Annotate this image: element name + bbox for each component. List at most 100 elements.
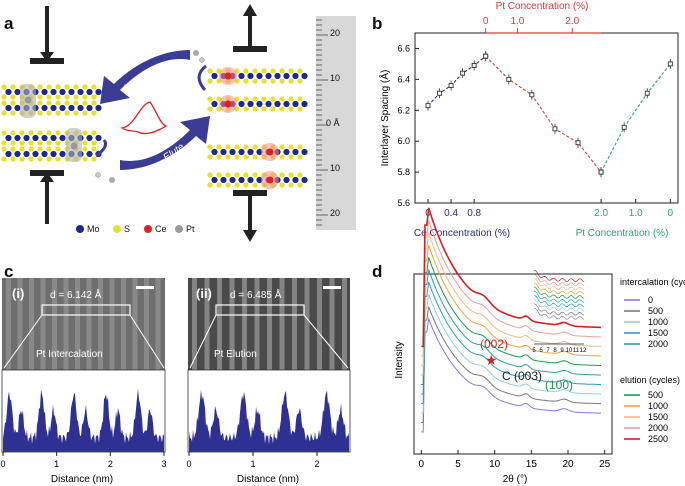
sulfur-atom [46,156,52,162]
xrd-curve [421,220,601,357]
molybdenum-atom [265,72,272,80]
sulfur-atom [19,146,25,152]
x-tick-label: 0 [186,459,191,469]
sulfur-atom [252,182,258,188]
pt-atom-free [199,57,205,63]
sulfur-atom [82,110,88,116]
sulfur-atom [279,78,285,84]
stem-image-left [2,278,165,370]
lattice-fringe [292,278,297,370]
curved-arrow-bottom [95,139,108,158]
molybdenum-atom [301,100,308,108]
sulfur-atom [243,68,249,74]
legend-label: 2000 [648,423,668,433]
sulfur-atom [207,68,213,74]
molybdenum-atom [50,150,57,158]
lattice-fringe [217,278,222,370]
inset-tick-label: 9 [560,348,564,354]
sulfur-atom [19,156,25,162]
bottom-right-axis-title: Pt Concentration (%) [576,228,669,239]
molybdenum-atom [283,100,290,108]
sulfur-atom [288,182,294,188]
scale-tick-label: 10 [330,163,341,173]
lattice-fringe [342,278,347,370]
series-line [485,55,602,173]
y-axis-title: Intensity [394,341,405,378]
molybdenum-atom [5,88,12,96]
sulfur-atom [297,144,303,150]
molybdenum-atom [14,150,21,158]
sulfur-atom [216,172,222,178]
sulfur-atom [82,156,88,162]
sulfur-atom [243,182,249,188]
sulfur-atom [55,100,61,106]
pt-atom-free [109,177,115,183]
sulfur-atom [279,182,285,188]
legend-label: 500 [648,306,663,316]
sulfur-atom [279,96,285,102]
sulfur-atom [55,110,61,116]
caption-right: Pt Elution [214,349,257,360]
sulfur-atom [207,78,213,84]
xrd-curve [421,317,601,433]
legend-label: 2500 [648,434,668,444]
sulfur-atom [207,182,213,188]
inset-curve [533,286,585,299]
sulfur-atom [91,84,97,90]
intensity-profile-right [189,389,349,452]
sulfur-atom [234,172,240,178]
bottom-tick-label: 2.0 [594,208,608,219]
ce-atom [266,148,274,156]
molybdenum-atom [86,134,93,142]
y-tick-label: 6.0 [397,136,410,146]
panel-a-figure: Insert Elute [1,4,356,242]
sulfur-atom [234,144,240,150]
sulfur-atom [297,182,303,188]
x-tick-label: 1 [250,459,255,469]
sulfur-atom [10,100,16,106]
panel-c-letter: c [4,262,14,281]
sulfur-atom [37,84,43,90]
sulfur-atom [37,94,43,100]
scale-ticks [316,19,328,226]
data-point [575,140,581,146]
sulfur-atom [10,146,16,152]
x-tick-label: 3 [161,459,166,469]
ce-atom [266,176,274,184]
sulfur-atom [28,130,34,136]
roi-line [303,314,349,369]
molybdenum-atom [41,150,48,158]
intercalation-title: intercalation (cycles) [620,277,685,287]
legend-label: 1500 [648,412,668,422]
molybdenum-atom [211,100,218,108]
sulfur-atom [73,84,79,90]
sulfur-atom [55,156,61,162]
lattice-fringe [29,278,34,370]
lattice-fringes-right [192,278,347,370]
sulfur-atom [37,146,43,152]
sulfur-atom [91,94,97,100]
elute-arrow [120,116,210,170]
sulfur-atom [288,172,294,178]
sulfur-atom [252,96,258,102]
insert-arrow [100,50,190,104]
sulfur-atom [207,106,213,112]
top-tick-label: 2.0 [565,16,579,27]
intensity-profile-left [3,388,164,452]
d-spacing-right: d = 6.485 Å [230,288,282,301]
data-point [621,124,627,130]
sulfur-atom [279,68,285,74]
sulfur-atom [270,78,276,84]
sulfur-atom [91,146,97,152]
sulfur-atom [82,84,88,90]
x-axis-title-left: Distance (nm) [51,474,113,485]
sulfur-atom [252,78,258,84]
sulfur-atom [279,106,285,112]
sulfur-atom [91,100,97,106]
sulfur-atom [46,94,52,100]
annotation-002: (002) [480,337,508,351]
sulfur-atom [288,68,294,74]
sulfur-atom [252,154,258,160]
star-marker: ★ [485,352,498,368]
elution-title: elution (cycles) [620,375,680,385]
